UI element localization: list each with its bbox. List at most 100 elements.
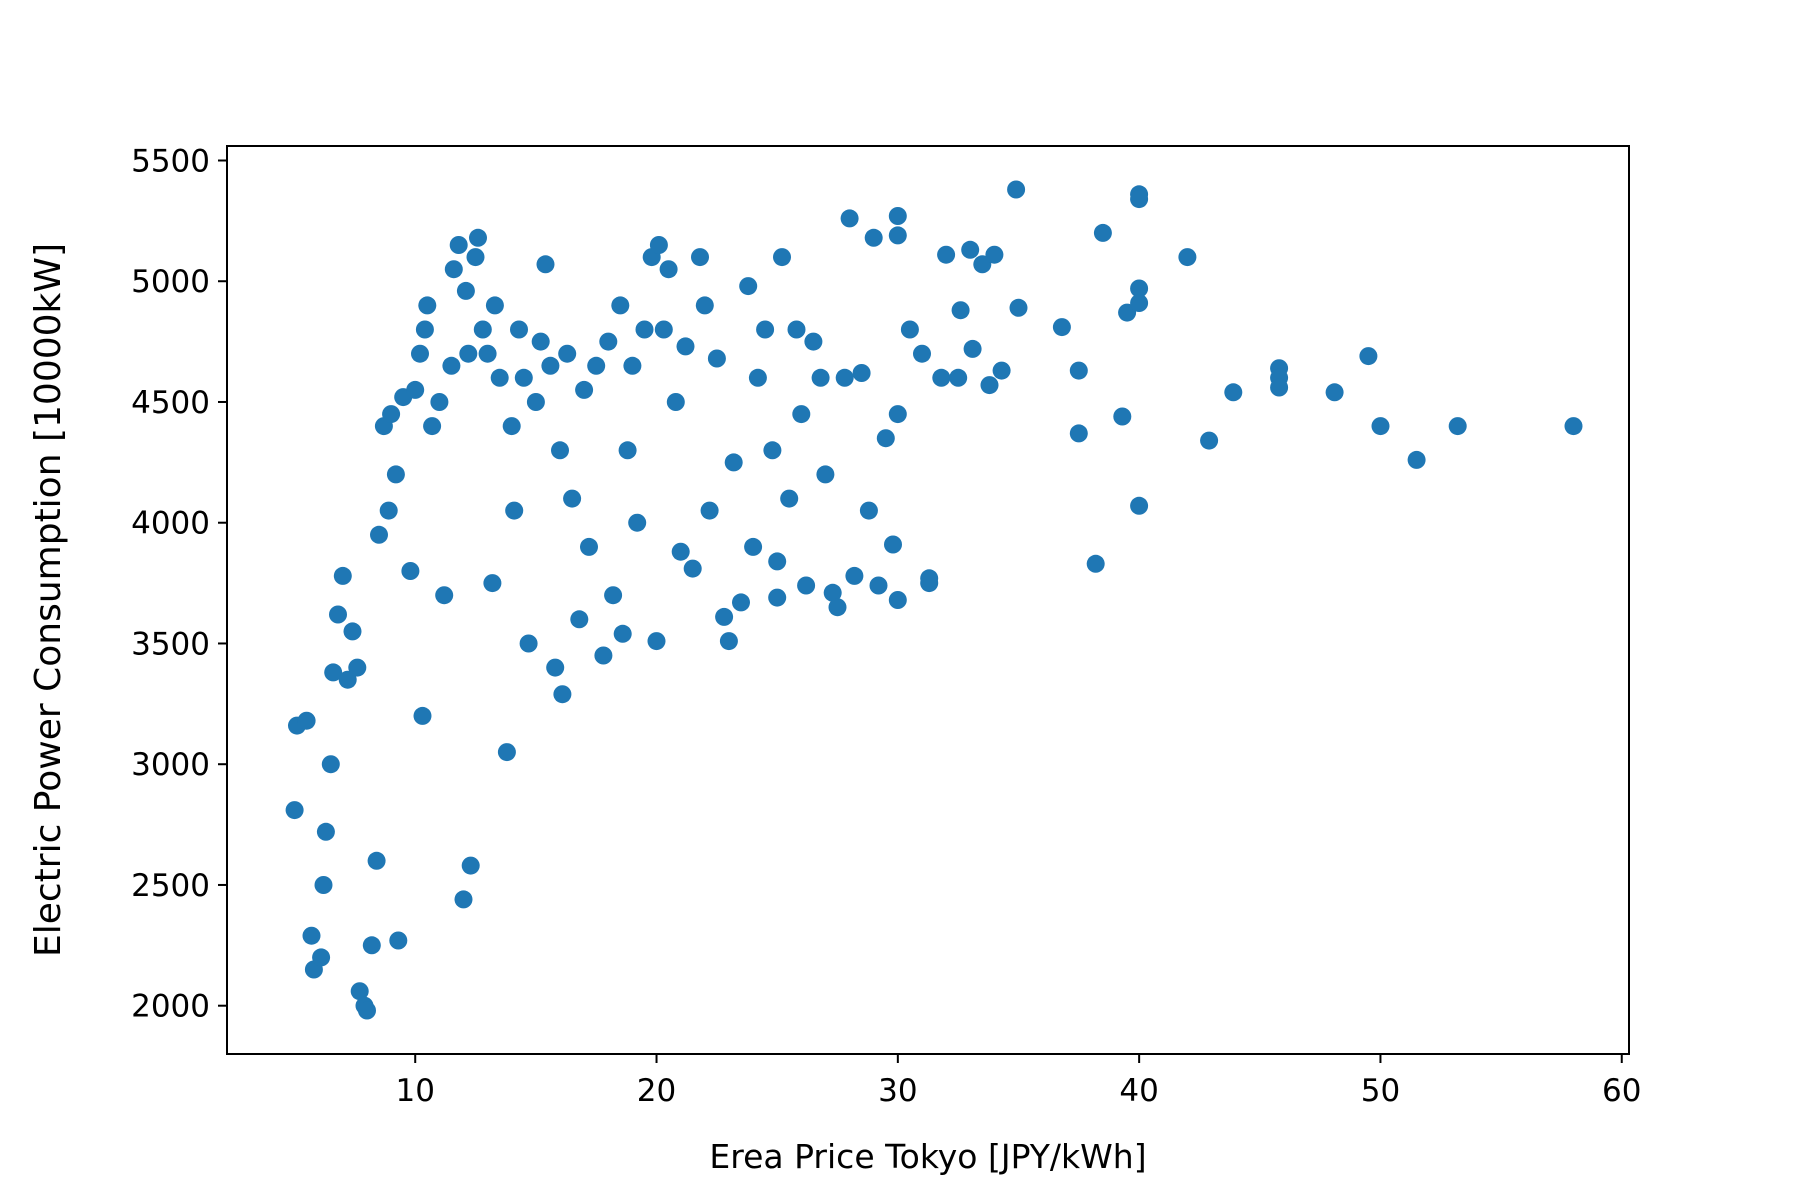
scatter-point (797, 576, 816, 595)
scatter-point (1270, 378, 1289, 397)
scatter-point (490, 368, 509, 387)
scatter-point (285, 801, 304, 820)
scatter-point (691, 248, 709, 267)
scatter-point (719, 632, 738, 651)
scatter-point (811, 368, 830, 387)
scatter-point (454, 890, 473, 909)
scatter-point (1113, 407, 1132, 426)
y-tick-label: 4000 (131, 506, 210, 542)
scatter-point (1325, 383, 1344, 402)
scatter-point (541, 356, 560, 375)
scatter-point (1407, 450, 1426, 469)
y-axis-label: Electric Power Consumption [10000kW] (28, 243, 69, 957)
scatter-point (473, 320, 492, 339)
scatter-point (1052, 318, 1071, 337)
scatter-point (362, 936, 381, 955)
x-tick-label: 40 (1119, 1073, 1158, 1109)
scatter-point (828, 598, 847, 617)
x-axis-label: Erea Price Tokyo [JPY/kWh] (709, 1137, 1146, 1176)
scatter-point (671, 542, 690, 561)
scatter-point (683, 559, 702, 578)
scatter-point (654, 320, 673, 339)
scatter-point (676, 337, 695, 356)
scatter-point (748, 368, 767, 387)
y-tick-label: 2000 (131, 989, 210, 1025)
scatter-point (647, 632, 666, 651)
scatter-point (973, 255, 992, 274)
scatter-point (526, 393, 545, 411)
scatter-point (418, 296, 437, 315)
y-tick-label: 5000 (131, 264, 210, 300)
y-tick-label: 5500 (131, 143, 210, 179)
scatter-point (787, 320, 806, 339)
scatter-point (744, 537, 763, 556)
scatter-point (888, 226, 907, 245)
scatter-point (1178, 248, 1197, 267)
scatter-point (536, 255, 555, 274)
scatter-point (456, 281, 475, 300)
scatter-point (483, 574, 502, 593)
scatter-point (1359, 347, 1378, 366)
scatter-point (1130, 190, 1149, 209)
scatter-point (773, 248, 791, 267)
scatter-point (338, 670, 357, 689)
scatter-point (423, 417, 442, 436)
scatter-point (370, 525, 388, 544)
scatter-point (613, 624, 632, 643)
x-tick-label: 10 (395, 1073, 434, 1109)
scatter-point (1118, 303, 1137, 322)
x-tick-label: 50 (1361, 1073, 1400, 1109)
scatter-point (449, 236, 468, 254)
scatter-point (604, 586, 623, 605)
scatter-point (575, 380, 594, 399)
scatter-point (594, 646, 613, 665)
scatter-point (413, 706, 432, 725)
scatter-point (913, 344, 931, 363)
scatter-point (635, 320, 654, 339)
scatter-point (502, 417, 521, 436)
scatter-point (732, 593, 750, 612)
scatter-point (739, 277, 758, 296)
scatter-point (558, 344, 577, 363)
scatter-point (1093, 223, 1112, 242)
scatter-point (700, 501, 719, 520)
scatter-point (611, 296, 630, 315)
scatter-point (442, 356, 461, 375)
scatter-point (478, 344, 497, 363)
scatter-point (951, 301, 970, 320)
scatter-point (823, 583, 842, 602)
scatter-point (920, 569, 939, 588)
scatter-point (415, 320, 434, 339)
scatter-point (514, 368, 533, 387)
scatter-point (435, 586, 454, 605)
scatter-point (459, 344, 478, 363)
scatter-point (531, 332, 550, 351)
scatter-point (768, 588, 787, 607)
scatter-point (553, 685, 572, 704)
x-tick-label: 30 (878, 1073, 917, 1109)
scatter-point (961, 240, 980, 259)
scatter-point (348, 658, 367, 677)
scatter-point (430, 393, 449, 411)
scatter-point (297, 711, 316, 730)
scatter-point (580, 537, 598, 556)
scatter-point (1200, 431, 1219, 450)
scatter-point (816, 465, 835, 484)
scatter-point (1069, 361, 1088, 380)
scatter-point (876, 429, 895, 448)
scatter-point (461, 856, 480, 875)
scatter-point (587, 356, 606, 375)
scatter-point (546, 658, 565, 677)
scatter-point (551, 441, 569, 460)
scatter-point (1130, 294, 1149, 312)
y-axis-ticks: 2000 2500 3000 3500 4000 4500 5000 5500 (131, 143, 227, 1025)
scatter-point (333, 566, 352, 585)
scatter-point (618, 441, 637, 460)
scatter-point (628, 513, 647, 532)
scatter-point (343, 622, 362, 641)
scatter-point (888, 207, 907, 225)
x-tick-label: 20 (637, 1073, 676, 1109)
scatter-point (649, 236, 668, 254)
